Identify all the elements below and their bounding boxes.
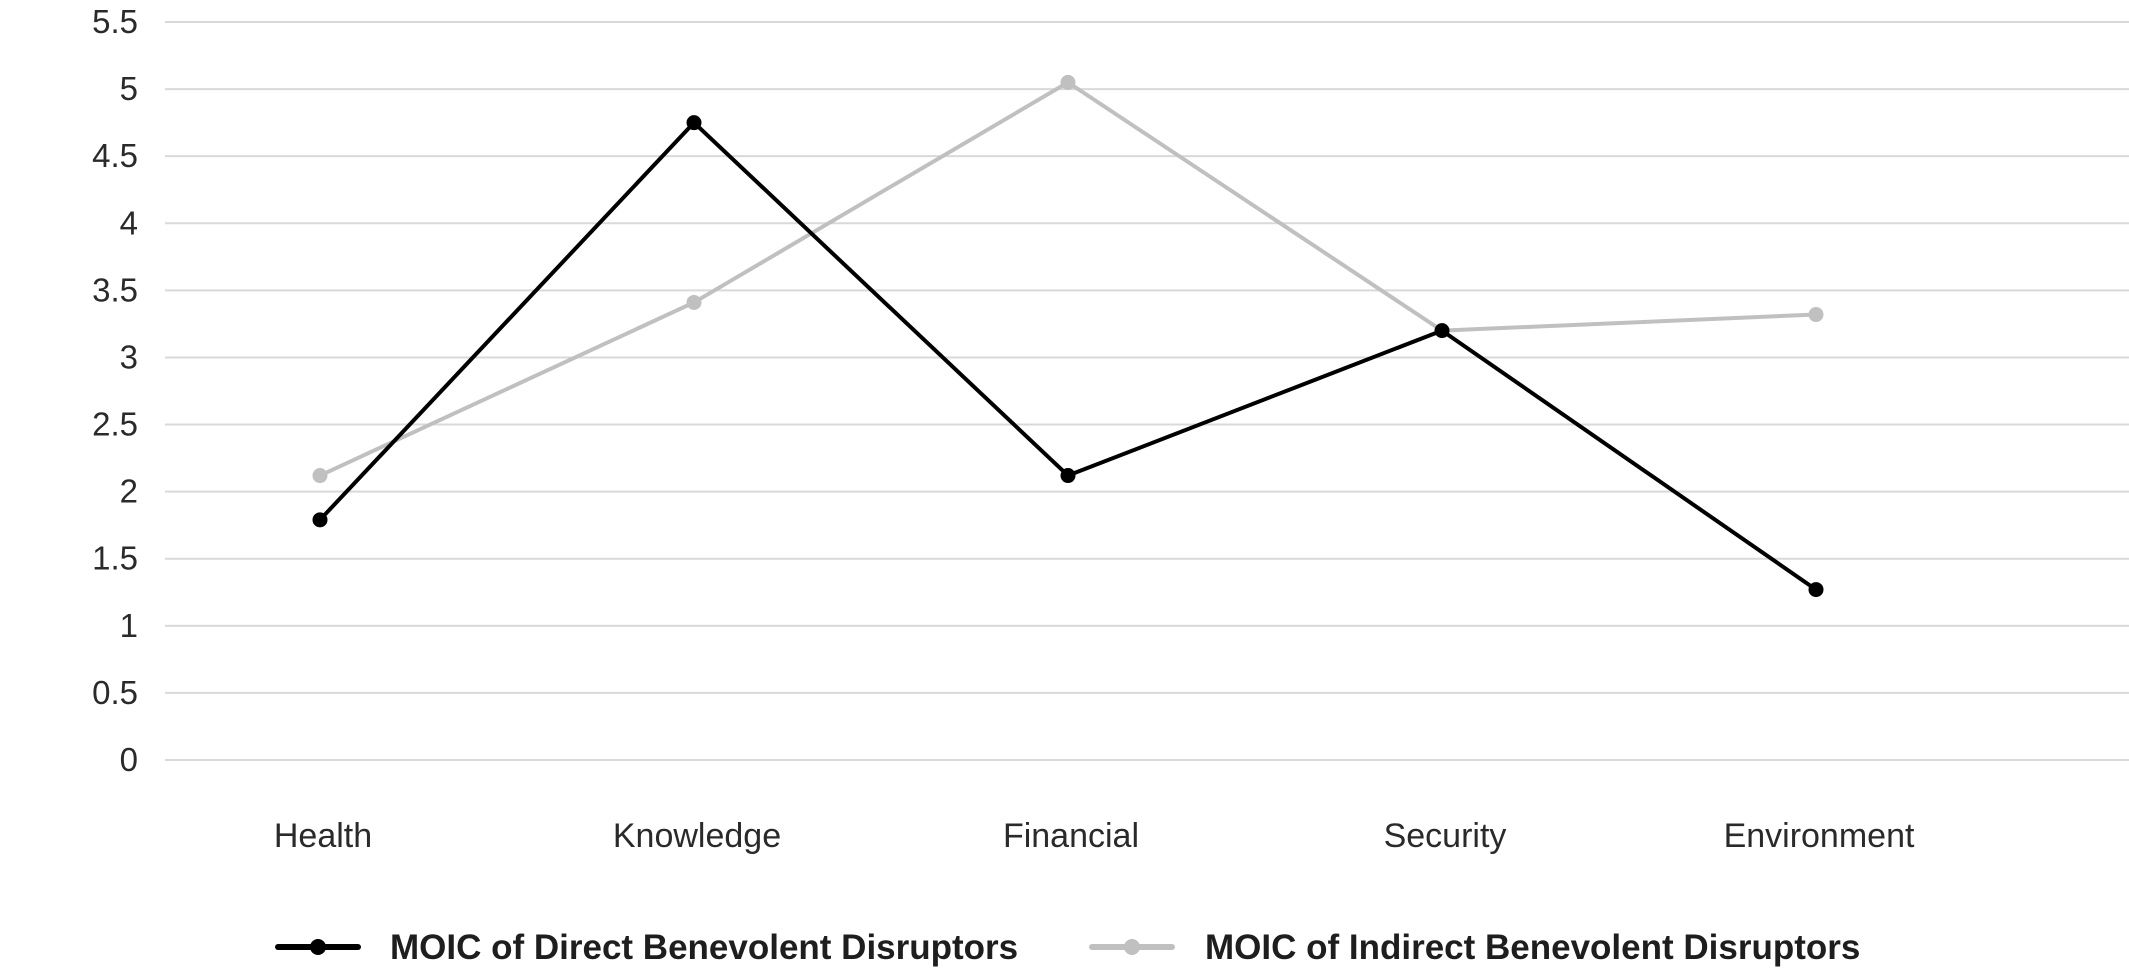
legend-item: MOIC of Indirect Benevolent Disruptors [1089, 928, 1860, 967]
x-tick-label: Environment [1724, 817, 1915, 855]
y-tick-label: 3 [120, 338, 138, 375]
data-point [1808, 307, 1824, 323]
y-tick-label: 4 [120, 204, 138, 241]
y-tick-label: 0 [120, 741, 138, 778]
data-point [1060, 74, 1076, 90]
series-indirect [312, 74, 1824, 484]
data-point [1808, 582, 1824, 598]
y-tick-label: 3.5 [92, 271, 138, 308]
legend: MOIC of Direct Benevolent Disruptors MOIC… [275, 928, 1860, 967]
legend-item: MOIC of Direct Benevolent Disruptors [275, 928, 1018, 967]
legend-swatch-marker [310, 939, 326, 955]
series-line [318, 120, 1818, 592]
x-axis-ticks: Health Knowledge Financial Security Environm… [274, 817, 1915, 855]
y-tick-label: 5 [120, 70, 138, 107]
y-tick-label: 5.5 [92, 3, 138, 40]
data-point [1434, 323, 1450, 339]
legend-label: MOIC of Indirect Benevolent Disruptors [1205, 928, 1860, 967]
legend-label: MOIC of Direct Benevolent Disruptors [390, 928, 1018, 967]
y-tick-label: 2.5 [92, 406, 138, 443]
series-direct [312, 115, 1824, 598]
legend-swatch-marker [1124, 939, 1140, 955]
x-tick-label: Knowledge [613, 817, 781, 855]
gridlines [165, 21, 2129, 761]
y-tick-label: 4.5 [92, 137, 138, 174]
y-axis-ticks: 0 0.5 1 1.5 2 2.5 3 3.5 4 4.5 5 5.5 [92, 3, 138, 778]
data-point [312, 512, 328, 528]
x-tick-label: Financial [1003, 817, 1139, 855]
y-tick-label: 2 [120, 473, 138, 510]
y-tick-label: 1.5 [92, 540, 138, 577]
data-point [1060, 468, 1076, 484]
data-point [686, 294, 702, 310]
series-group [312, 74, 1824, 598]
x-tick-label: Health [274, 817, 372, 855]
x-tick-label: Security [1384, 817, 1507, 855]
y-tick-label: 1 [120, 607, 138, 644]
data-point [686, 115, 702, 131]
y-tick-label: 0.5 [92, 674, 138, 711]
data-point [312, 468, 328, 484]
